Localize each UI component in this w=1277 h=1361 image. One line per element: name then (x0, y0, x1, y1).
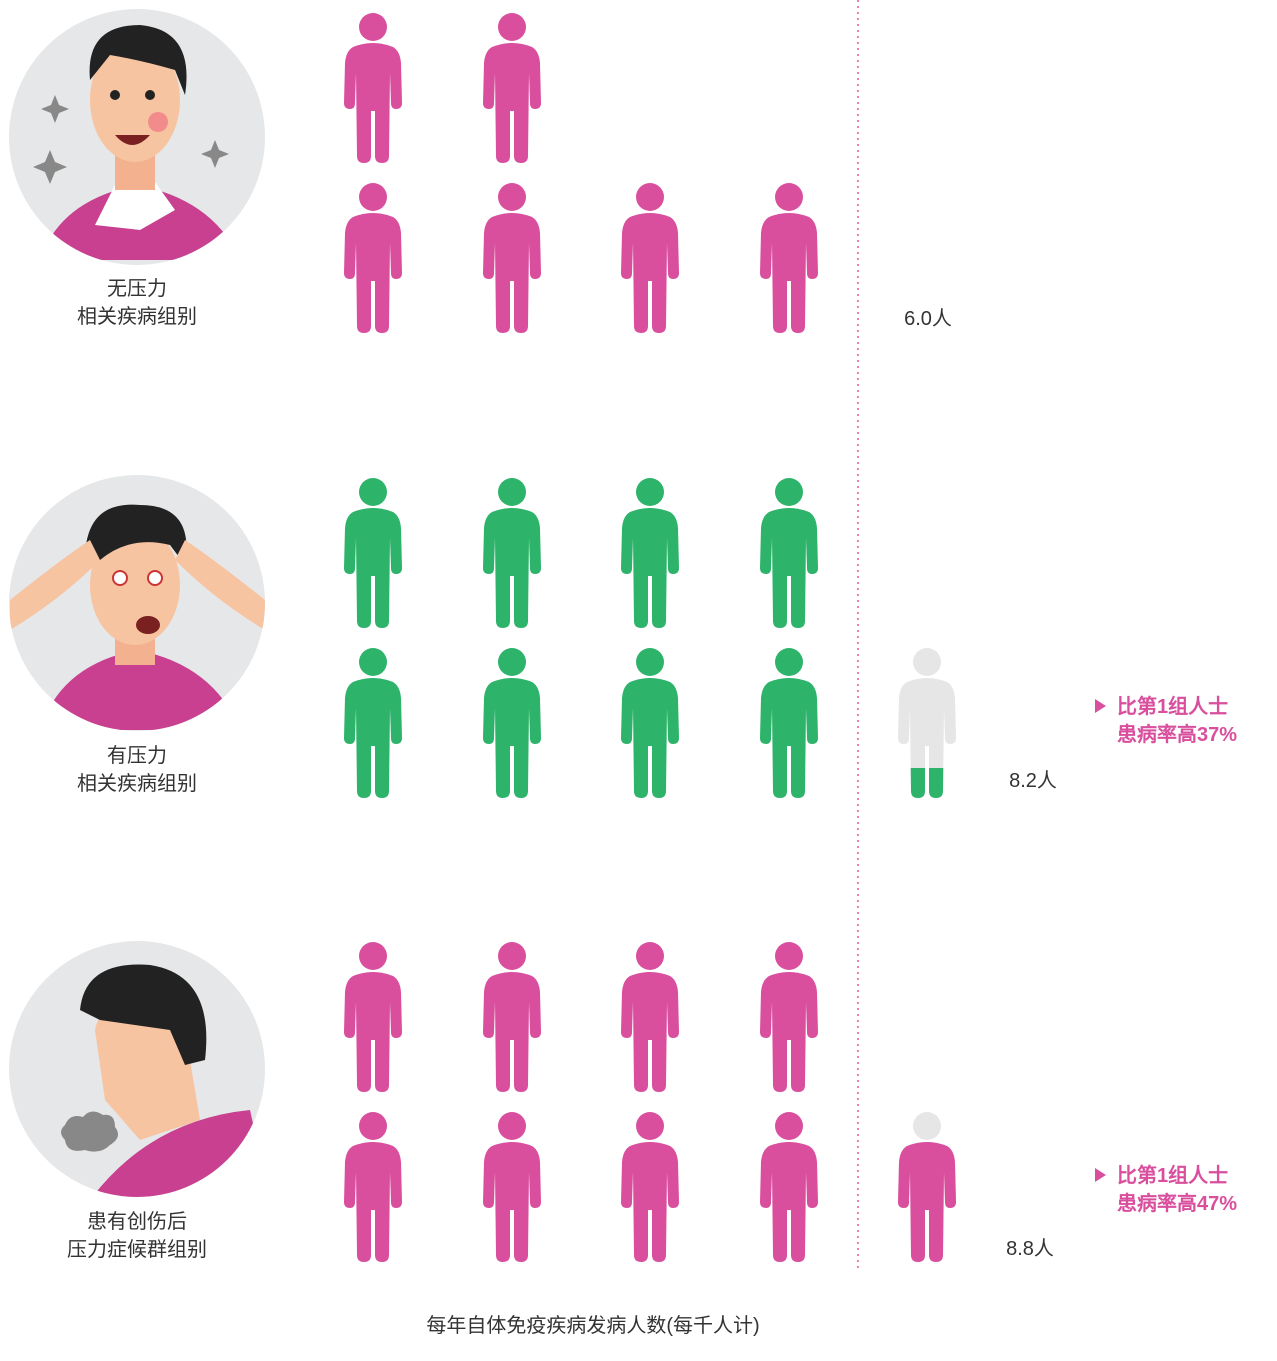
annotation: 比第1组人士 (1117, 1163, 1228, 1187)
person-head (636, 478, 664, 506)
person-head (636, 1112, 664, 1140)
person-body (621, 972, 679, 1092)
person-body (483, 678, 541, 798)
group-label: 相关疾病组别 (77, 772, 197, 795)
person-head (636, 942, 664, 970)
chart-title: 每年自体免疫疾病发病人数(每千人计) (426, 1314, 759, 1337)
person-head (498, 1112, 526, 1140)
value-label: 8.8人 (1006, 1237, 1054, 1260)
person-body (483, 972, 541, 1092)
person-icon (483, 13, 541, 163)
person-body (483, 1142, 541, 1262)
person-body (344, 1142, 402, 1262)
person-icon (483, 942, 541, 1092)
person-icon (483, 478, 541, 628)
person-icon (760, 648, 818, 798)
person-icon (344, 478, 402, 628)
person-icon (898, 648, 956, 798)
person-body (760, 508, 818, 628)
group-label: 压力症候群组别 (67, 1238, 207, 1261)
person-head (359, 942, 387, 970)
person-body (898, 678, 956, 798)
pictogram (344, 13, 818, 333)
person-body (483, 213, 541, 333)
note-arrow (1095, 1168, 1106, 1182)
page: {"chart_data": {"type": "pictogram", "ti… (0, 0, 1277, 1361)
person-body (344, 972, 402, 1092)
pictogram (344, 942, 956, 1262)
person-icon (483, 183, 541, 333)
group-label: 患有创伤后 (87, 1210, 187, 1233)
person-head (636, 183, 664, 211)
person-icon (483, 648, 541, 798)
person-body (344, 508, 402, 628)
person-head (359, 183, 387, 211)
group-label: 有压力 (107, 744, 167, 767)
person-icon (344, 183, 402, 333)
person-body (760, 213, 818, 333)
person-head (775, 942, 803, 970)
person-body (621, 678, 679, 798)
person-icon (483, 1112, 541, 1262)
person-head (775, 1112, 803, 1140)
note-arrow (1095, 699, 1106, 713)
avatar (9, 9, 265, 265)
person-icon (344, 13, 402, 163)
person-icon (621, 478, 679, 628)
annotation: 患病率高47% (1117, 1191, 1237, 1215)
person-body (344, 213, 402, 333)
value-label: 8.2人 (1009, 769, 1057, 792)
person-icon (760, 1112, 818, 1262)
person-head (359, 478, 387, 506)
person-body (898, 1142, 956, 1262)
person-body (344, 678, 402, 798)
annotation: 比第1组人士 (1117, 694, 1228, 718)
avatar (9, 941, 270, 1200)
person-icon (621, 648, 679, 798)
person-head (359, 648, 387, 676)
person-icon (760, 478, 818, 628)
person-head (775, 648, 803, 676)
group-label: 无压力 (107, 277, 167, 300)
chart: 每年自体免疫疾病发病人数(每千人计) 6.0人无压力相关疾病组别8.2人有压力相… (0, 0, 1277, 1356)
person-body (621, 508, 679, 628)
avatar (9, 475, 265, 731)
person-body (760, 1142, 818, 1262)
person-icon (621, 942, 679, 1092)
person-head (498, 942, 526, 970)
group-label: 相关疾病组别 (77, 305, 197, 328)
person-body (344, 43, 402, 163)
person-head (359, 1112, 387, 1140)
person-head (498, 183, 526, 211)
person-body (483, 508, 541, 628)
person-icon (760, 183, 818, 333)
person-head (359, 13, 387, 41)
pictogram (344, 478, 956, 798)
annotation: 患病率高37% (1117, 722, 1237, 746)
value-label: 6.0人 (904, 307, 952, 330)
person-body (621, 1142, 679, 1262)
person-head (636, 648, 664, 676)
person-icon (344, 942, 402, 1092)
person-icon (760, 942, 818, 1092)
person-icon (344, 1112, 402, 1262)
person-head (913, 648, 941, 676)
person-head (775, 478, 803, 506)
person-head (498, 13, 526, 41)
person-head (913, 1112, 941, 1140)
person-head (498, 478, 526, 506)
person-head (498, 648, 526, 676)
person-icon (344, 648, 402, 798)
person-body (760, 972, 818, 1092)
person-icon (621, 183, 679, 333)
person-body (621, 213, 679, 333)
person-icon (621, 1112, 679, 1262)
person-body (760, 678, 818, 798)
person-body (483, 43, 541, 163)
person-head (775, 183, 803, 211)
